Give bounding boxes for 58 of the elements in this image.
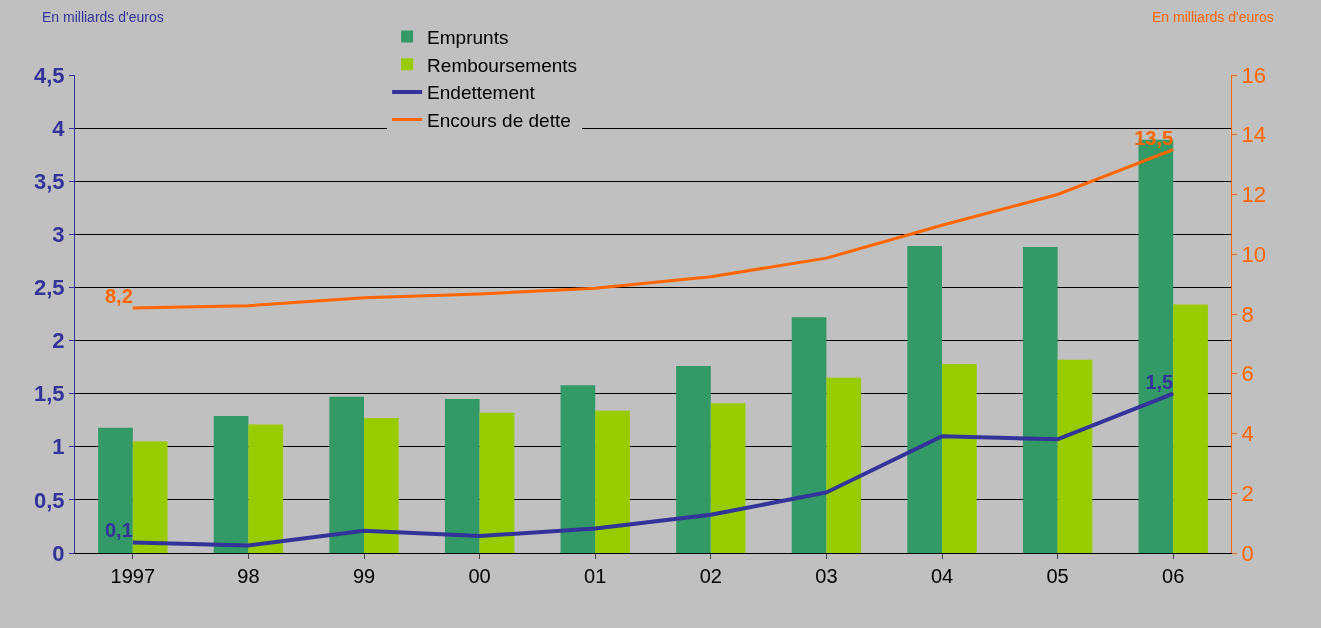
- y2-axis-title: En milliards d'euros: [1152, 9, 1274, 25]
- y-tick-label: 4: [52, 115, 66, 141]
- y-tick-label: 1,5: [34, 381, 65, 407]
- bar: [444, 398, 480, 553]
- bar: [595, 410, 630, 553]
- data-label: 8,2: [104, 285, 133, 308]
- y2-tick-label: 0: [1241, 540, 1254, 566]
- x-tick-label: 98: [237, 565, 260, 587]
- legend-label: Emprunts: [427, 26, 509, 48]
- y-tick-label: 3: [52, 222, 65, 248]
- y2-tick-label: 10: [1241, 241, 1266, 267]
- x-tick-label: 1997: [110, 565, 156, 587]
- bar: [213, 415, 249, 553]
- legend-label: Remboursements: [427, 54, 578, 76]
- data-label: 1,5: [1145, 370, 1174, 393]
- y-tick-label: 2: [52, 328, 65, 354]
- bar: [98, 427, 133, 553]
- y-tick-label: 1: [52, 434, 65, 460]
- legend-label: Endettement: [427, 82, 536, 104]
- bar: [479, 412, 515, 553]
- bar: [791, 317, 827, 553]
- bar: [1022, 247, 1058, 553]
- y2-tick-label: 8: [1241, 301, 1254, 327]
- y-axis-title: En milliards d'euros: [42, 9, 164, 25]
- y-tick-label: 4,5: [34, 62, 65, 88]
- bar: [907, 246, 942, 553]
- y-tick-label: 2,5: [34, 275, 65, 301]
- x-tick-label: 06: [1162, 565, 1185, 587]
- x-tick-label: 01: [584, 565, 607, 587]
- y2-tick-label: 6: [1241, 361, 1254, 387]
- y2-tick-label: 2: [1241, 480, 1254, 506]
- bar: [132, 441, 168, 553]
- bar: [248, 424, 284, 553]
- y2-tick-label: 14: [1241, 122, 1266, 148]
- bar: [676, 366, 711, 553]
- legend-label: Encours de dette: [427, 110, 571, 131]
- bar: [1173, 304, 1208, 553]
- x-tick-label: 03: [815, 565, 838, 587]
- y2-tick-label: 4: [1241, 421, 1254, 447]
- data-label: 0,1: [104, 519, 133, 542]
- y-tick-label: 0,5: [34, 487, 65, 513]
- bar: [826, 377, 862, 553]
- bar: [329, 396, 364, 553]
- y-tick-label: 3,5: [34, 168, 65, 194]
- y2-tick-label: 16: [1241, 62, 1266, 88]
- x-tick-label: 00: [468, 565, 491, 587]
- x-tick-label: 05: [1046, 565, 1069, 587]
- x-tick-label: 99: [352, 565, 376, 587]
- y2-tick-label: 12: [1241, 182, 1266, 208]
- x-tick-label: 02: [699, 565, 722, 587]
- x-tick-label: 04: [930, 565, 954, 587]
- y-tick-label: 0: [52, 540, 65, 566]
- line-series: [131, 148, 1175, 310]
- bar: [710, 403, 746, 553]
- bar: [560, 385, 596, 553]
- bar: [942, 363, 977, 553]
- bar: [1057, 359, 1093, 553]
- bar: [364, 418, 399, 553]
